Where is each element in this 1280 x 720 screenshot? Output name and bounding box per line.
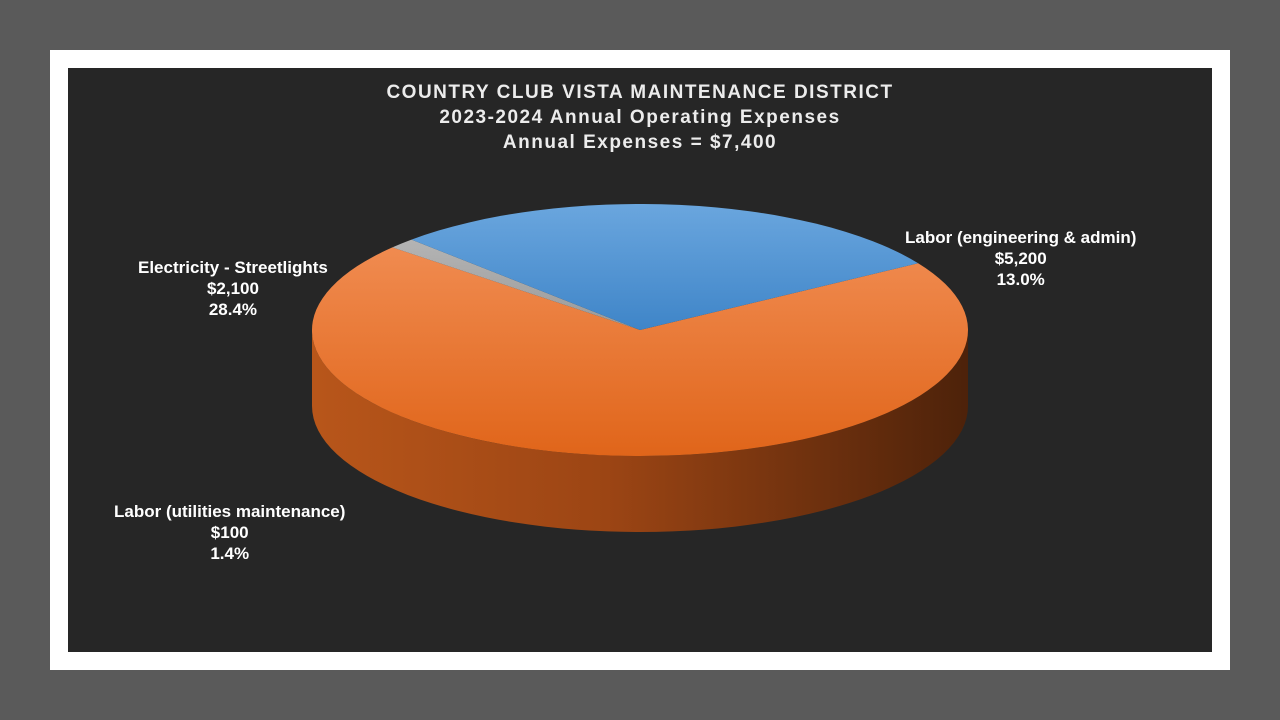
- slice-label-labor-engineering-admin: Labor (engineering & admin) $5,200 13.0%: [905, 227, 1136, 290]
- slice-label-name: Labor (engineering & admin): [905, 228, 1137, 247]
- slice-label-percent: 13.0%: [996, 270, 1045, 289]
- slice-label-value: $2,100: [206, 279, 259, 298]
- pie-slice-electricity-streetlights: [411, 204, 919, 330]
- slice-label-percent: 28.4%: [208, 300, 258, 319]
- chart-title-block: COUNTRY CLUB VISTA MAINTENANCE DISTRICT …: [68, 80, 1212, 155]
- pie-slice-side-labor-engineering-admin: [312, 330, 968, 532]
- chart-title: COUNTRY CLUB VISTA MAINTENANCE DISTRICT: [386, 82, 894, 103]
- chart-frame: COUNTRY CLUB VISTA MAINTENANCE DISTRICT …: [50, 50, 1230, 670]
- slice-label-labor-utilities-maintenance: Labor (utilities maintenance) $100 1.4%: [114, 501, 345, 564]
- slice-label-electricity-streetlights: Electricity - Streetlights $2,100 28.4%: [138, 257, 328, 320]
- slice-label-percent: 1.4%: [210, 544, 250, 563]
- slice-label-value: $5,200: [994, 249, 1047, 268]
- pie-slice-labor-engineering-admin: [311, 247, 968, 456]
- slice-label-name: Labor (utilities maintenance): [114, 502, 346, 521]
- chart-area: COUNTRY CLUB VISTA MAINTENANCE DISTRICT …: [68, 68, 1212, 652]
- chart-subtitle: 2023-2024 Annual Operating Expenses: [439, 107, 841, 128]
- slice-label-name: Electricity - Streetlights: [138, 258, 328, 277]
- pie-slice-labor-utilities-maintenance: [392, 239, 640, 330]
- slice-label-value: $100: [210, 523, 249, 542]
- pie-chart: [311, 204, 968, 532]
- chart-subtitle-total: Annual Expenses = $7,400: [502, 132, 778, 153]
